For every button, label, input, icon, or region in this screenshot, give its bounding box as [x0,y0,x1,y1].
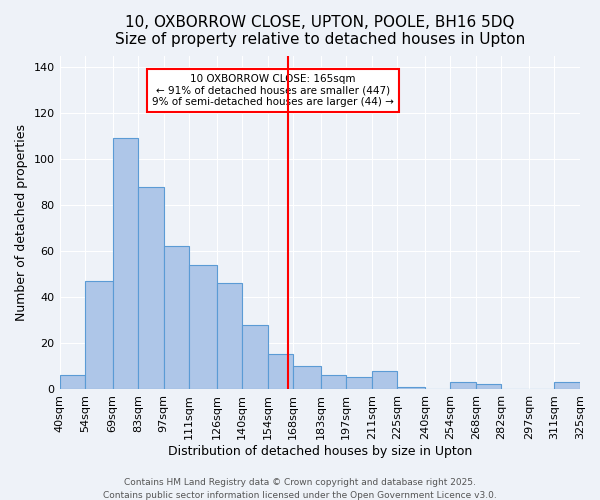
Bar [554,382,580,389]
Bar [189,265,217,389]
Bar [138,186,164,389]
Title: 10, OXBORROW CLOSE, UPTON, POOLE, BH16 5DQ
Size of property relative to detached: 10, OXBORROW CLOSE, UPTON, POOLE, BH16 5… [115,15,525,48]
Text: 10 OXBORROW CLOSE: 165sqm
← 91% of detached houses are smaller (447)
9% of semi-: 10 OXBORROW CLOSE: 165sqm ← 91% of detac… [152,74,394,107]
Bar [320,375,346,389]
Text: Contains HM Land Registry data © Crown copyright and database right 2025.
Contai: Contains HM Land Registry data © Crown c… [103,478,497,500]
Bar [113,138,138,389]
Y-axis label: Number of detached properties: Number of detached properties [15,124,28,320]
Bar [85,281,113,389]
Bar [242,324,268,389]
Bar [59,375,85,389]
Bar [346,378,372,389]
Bar [476,384,502,389]
Bar [164,246,189,389]
Bar [451,382,476,389]
Bar [372,370,397,389]
Bar [268,354,293,389]
X-axis label: Distribution of detached houses by size in Upton: Distribution of detached houses by size … [167,444,472,458]
Bar [293,366,320,389]
Bar [217,283,242,389]
Bar [397,386,425,389]
